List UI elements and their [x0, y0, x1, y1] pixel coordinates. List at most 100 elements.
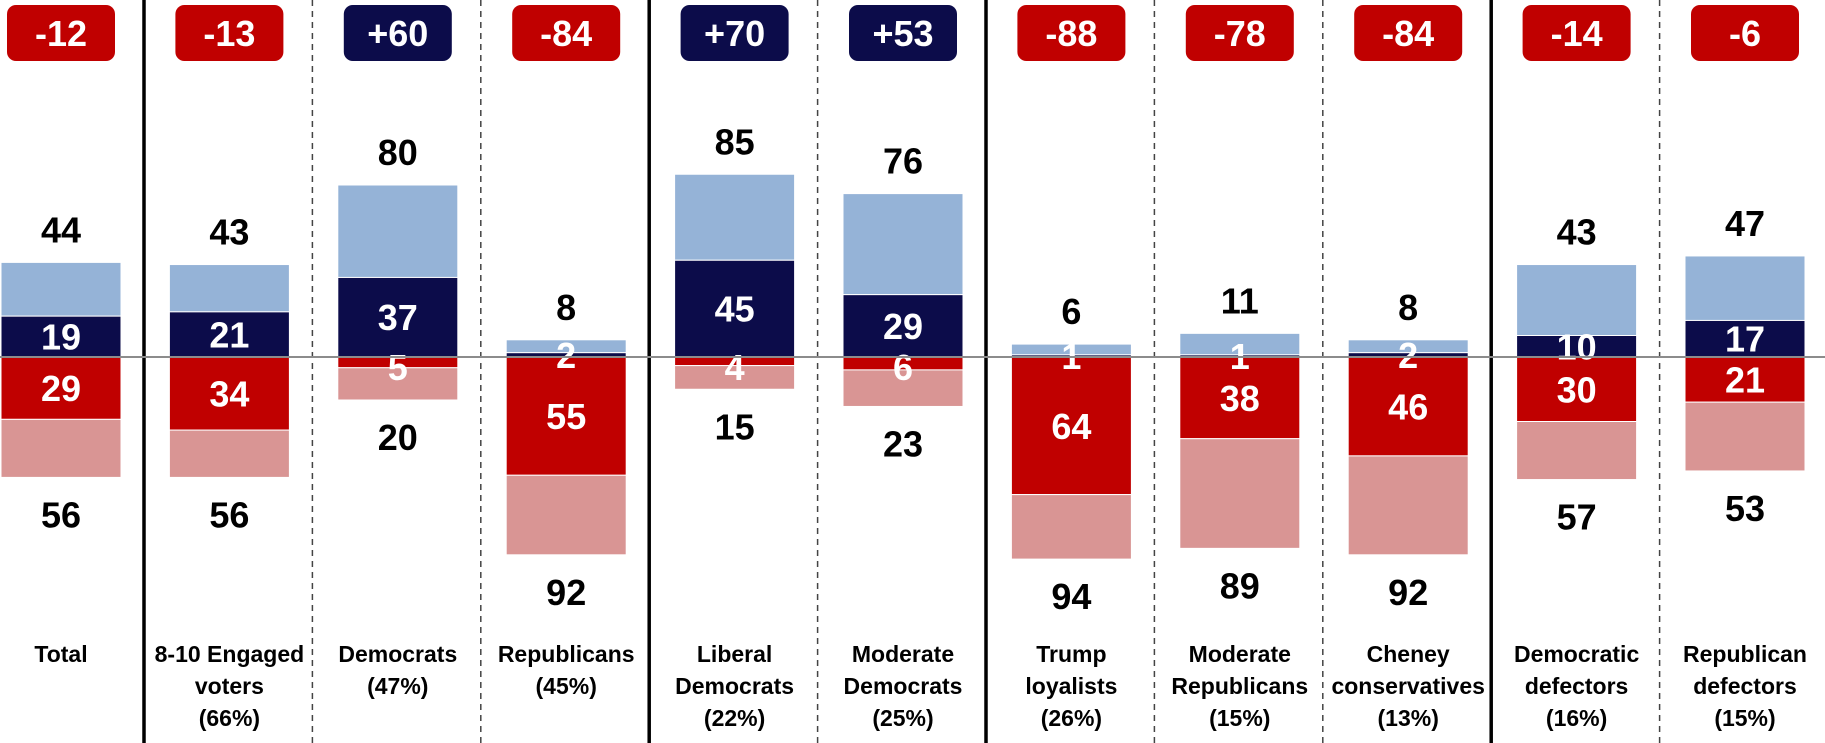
negative-total-label: 20: [378, 417, 418, 458]
net-badge-label: -14: [1551, 13, 1603, 54]
bar-weak-negative: [168, 429, 290, 478]
category-label: loyalists: [1025, 673, 1117, 699]
bar-weak-negative: [674, 365, 796, 390]
bar-weak-negative: [1010, 494, 1132, 560]
category-label: Republicans: [498, 641, 635, 667]
net-badge-label: -12: [35, 13, 87, 54]
category-label: (15%): [1209, 705, 1270, 731]
bar-weak-positive: [674, 173, 796, 261]
strong-negative-label: 6: [893, 347, 913, 388]
category-label: Republican: [1683, 641, 1807, 667]
bar-strong-negative: [168, 356, 290, 431]
negative-total-label: 53: [1725, 488, 1765, 529]
strong-negative-label: 21: [1725, 360, 1765, 401]
strong-negative-label: 4: [725, 347, 745, 388]
category-label: (47%): [367, 673, 428, 699]
bar-strong-positive: [0, 315, 122, 358]
category-label: 8-10 Engaged: [155, 641, 305, 667]
negative-total-label: 56: [41, 494, 81, 535]
bar-strong-negative: [1010, 356, 1132, 496]
bar-strong-negative: [1684, 356, 1806, 403]
positive-total-label: 76: [883, 141, 923, 182]
strong-positive-label: 10: [1557, 326, 1597, 367]
category-label: voters: [195, 673, 264, 699]
strong-negative-label: 64: [1051, 406, 1091, 447]
category-label: (26%): [1041, 705, 1102, 731]
net-badge-label: -84: [540, 13, 592, 54]
strong-positive-label: 37: [378, 297, 418, 338]
positive-total-label: 43: [209, 212, 249, 253]
strong-negative-label: 55: [546, 396, 586, 437]
net-badge-label: +70: [704, 13, 765, 54]
negative-total-label: 89: [1220, 565, 1260, 606]
bar-weak-negative: [505, 474, 627, 556]
bar-weak-positive: [168, 264, 290, 313]
net-badge: [175, 5, 284, 61]
strong-negative-label: 46: [1388, 386, 1428, 427]
strong-positive-label: 17: [1725, 319, 1765, 360]
category-label: (25%): [872, 705, 933, 731]
net-badge-label: -6: [1729, 13, 1761, 54]
bar-weak-positive: [842, 193, 964, 296]
category-label: (66%): [199, 705, 260, 731]
bar-strong-negative: [505, 356, 627, 476]
bar-strong-negative: [1347, 356, 1469, 457]
strong-positive-label: 2: [556, 335, 576, 376]
category-label: Trump: [1036, 641, 1106, 667]
positive-total-label: 43: [1557, 212, 1597, 253]
net-badge: [1691, 5, 1799, 61]
strong-negative-label: 34: [209, 374, 249, 415]
net-badge: [7, 5, 115, 61]
positive-total-label: 6: [1061, 291, 1081, 332]
strong-positive-label: 29: [883, 306, 923, 347]
category-label: (15%): [1714, 705, 1775, 731]
strong-negative-label: 5: [388, 347, 408, 388]
category-label: conservatives: [1331, 673, 1484, 699]
bar-weak-positive: [1516, 264, 1638, 336]
category-label: Moderate: [852, 641, 954, 667]
bar-weak-negative: [1516, 421, 1638, 481]
net-badge: [1185, 5, 1294, 61]
category-label: (16%): [1546, 705, 1607, 731]
net-badge-label: -84: [1382, 13, 1434, 54]
net-badge: [512, 5, 621, 61]
bar-weak-positive: [0, 261, 122, 317]
bar-strong-positive: [168, 311, 290, 358]
bar-weak-negative: [842, 369, 964, 407]
net-badge-label: -13: [203, 13, 255, 54]
bar-weak-positive: [337, 184, 459, 278]
category-label: Democrats: [338, 641, 457, 667]
category-label: Total: [34, 641, 87, 667]
category-label: (22%): [704, 705, 765, 731]
bar-strong-positive: [842, 294, 964, 358]
category-label: Republicans: [1171, 673, 1308, 699]
strong-negative-label: 38: [1220, 378, 1260, 419]
category-label: defectors: [1693, 673, 1797, 699]
net-badge: [343, 5, 452, 61]
bar-weak-negative: [1179, 438, 1301, 549]
negative-total-label: 92: [1388, 572, 1428, 613]
negative-total-label: 57: [1557, 497, 1597, 538]
strong-positive-label: 45: [715, 289, 755, 330]
category-label: (13%): [1378, 705, 1439, 731]
category-label: Democrats: [844, 673, 963, 699]
negative-total-label: 92: [546, 572, 586, 613]
category-label: Cheney: [1367, 641, 1450, 667]
net-badge: [849, 5, 957, 61]
bar-weak-negative: [0, 418, 122, 478]
net-badge-label: +53: [872, 13, 933, 54]
bar-weak-negative: [1684, 401, 1806, 472]
strong-positive-label: 21: [209, 314, 249, 355]
bar-strong-negative: [1516, 356, 1638, 422]
net-badge: [1017, 5, 1126, 61]
positive-total-label: 85: [715, 121, 755, 162]
net-badge: [680, 5, 789, 61]
bar-weak-negative: [1347, 455, 1469, 556]
negative-total-label: 23: [883, 423, 923, 464]
positive-total-label: 44: [41, 209, 81, 250]
positive-total-label: 8: [1398, 287, 1418, 328]
category-label: (45%): [536, 673, 597, 699]
positive-total-label: 8: [556, 287, 576, 328]
category-label: Democrats: [675, 673, 794, 699]
